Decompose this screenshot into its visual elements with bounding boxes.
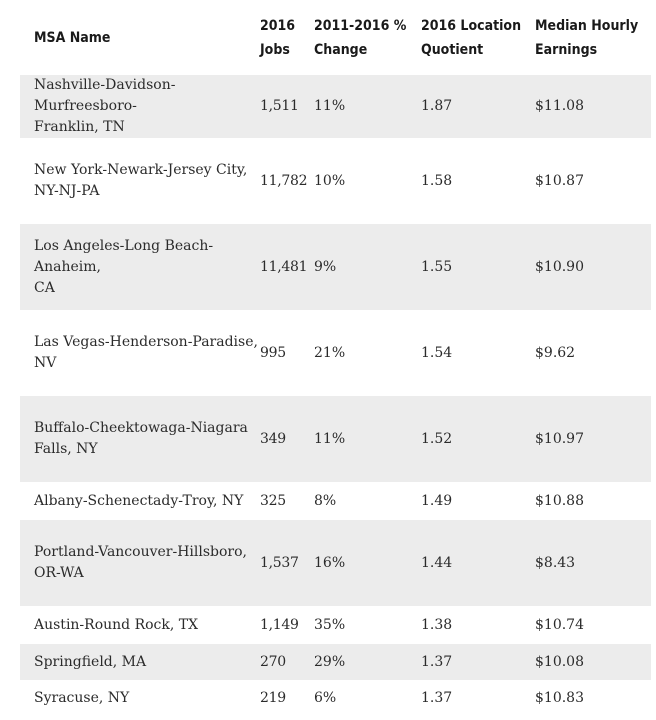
cell-msa-name: Springfield, MA (34, 653, 147, 670)
table-row: Albany-Schenectady-Troy, NY 325 8% 1.49 $10.… (20, 482, 651, 520)
table-row: Nashville-Davidson-Murfreesboro- Franklin… (20, 75, 651, 138)
cell-location-quotient: 1.55 (421, 258, 453, 275)
cell-median-earnings: $8.43 (535, 554, 576, 571)
cell-median-earnings: $10.88 (535, 492, 584, 509)
cell-jobs: 1,149 (260, 616, 299, 633)
cell-jobs: 325 (260, 492, 286, 509)
cell-msa-name: Buffalo-Cheektowaga-Niagara Falls, NY (34, 420, 248, 457)
table-row: Syracuse, NY 219 6% 1.37 $10.83 (20, 680, 651, 716)
cell-jobs: 995 (260, 344, 286, 361)
cell-median-earnings: $10.83 (535, 689, 584, 706)
cell-percent-change: 11% (314, 430, 346, 447)
cell-percent-change: 9% (314, 258, 337, 275)
cell-jobs: 1,537 (260, 554, 299, 571)
table-row: Los Angeles-Long Beach-Anaheim, CA 11,481 9… (20, 224, 651, 310)
cell-msa-name: Portland-Vancouver-Hillsboro, OR-WA (34, 544, 247, 581)
table-row: Buffalo-Cheektowaga-Niagara Falls, NY 349 1… (20, 396, 651, 482)
header-msa-name: MSA Name (34, 29, 111, 46)
cell-jobs: 270 (260, 653, 286, 670)
table-row: Las Vegas-Henderson-Paradise, NV 995 21% 1.5… (20, 310, 651, 396)
cell-location-quotient: 1.37 (421, 689, 453, 706)
table-row: Springfield, MA 270 29% 1.37 $10.08 (20, 644, 651, 680)
table-row: New York-Newark-Jersey City, NY-NJ-PA 11,7… (20, 138, 651, 224)
header-location-quotient: 2016 Location Quotient (421, 17, 522, 58)
header-median-hourly-earnings: Median Hourly Earnings (535, 17, 639, 58)
cell-percent-change: 21% (314, 344, 346, 361)
cell-msa-name: Nashville-Davidson-Murfreesboro- Franklin… (34, 77, 176, 135)
cell-location-quotient: 1.37 (421, 653, 453, 670)
cell-location-quotient: 1.38 (421, 616, 453, 633)
cell-percent-change: 10% (314, 172, 346, 189)
cell-percent-change: 35% (314, 616, 346, 633)
cell-median-earnings: $9.62 (535, 344, 576, 361)
table-body: Nashville-Davidson-Murfreesboro- Franklin… (20, 75, 651, 716)
cell-median-earnings: $10.08 (535, 653, 584, 670)
cell-median-earnings: $11.08 (535, 98, 584, 114)
cell-median-earnings: $10.90 (535, 258, 584, 275)
header-2016-jobs: 2016 Jobs (260, 17, 296, 58)
msa-data-table: MSA Name 2016 Jobs 2011-2016 % Change 20… (20, 0, 651, 716)
cell-msa-name: New York-Newark-Jersey City, NY-NJ-PA (34, 162, 248, 199)
cell-percent-change: 29% (314, 653, 346, 670)
cell-percent-change: 6% (314, 689, 337, 706)
table-row: Austin-Round Rock, TX 1,149 35% 1.38 $10.74 (20, 606, 651, 644)
cell-median-earnings: $10.97 (535, 430, 584, 447)
table-row: Portland-Vancouver-Hillsboro, OR-WA 1,537 1… (20, 520, 651, 606)
cell-msa-name: Las Vegas-Henderson-Paradise, NV (34, 334, 258, 371)
cell-msa-name: Los Angeles-Long Beach-Anaheim, CA (34, 237, 214, 296)
cell-jobs: 11,481 (260, 258, 308, 275)
cell-location-quotient: 1.44 (421, 554, 453, 571)
cell-percent-change: 16% (314, 554, 346, 571)
cell-median-earnings: $10.87 (535, 172, 584, 189)
cell-location-quotient: 1.49 (421, 492, 453, 509)
cell-percent-change: 11% (314, 98, 346, 114)
table-header-row: MSA Name 2016 Jobs 2011-2016 % Change 20… (20, 0, 651, 75)
cell-msa-name: Albany-Schenectady-Troy, NY (34, 492, 244, 509)
cell-location-quotient: 1.54 (421, 344, 453, 361)
cell-location-quotient: 1.52 (421, 430, 453, 447)
cell-location-quotient: 1.87 (421, 98, 453, 114)
cell-jobs: 219 (260, 689, 286, 706)
cell-location-quotient: 1.58 (421, 172, 453, 189)
cell-jobs: 11,782 (260, 172, 308, 189)
header-percent-change: 2011-2016 % Change (314, 17, 407, 58)
cell-jobs: 349 (260, 430, 286, 447)
cell-msa-name: Syracuse, NY (34, 689, 130, 706)
cell-msa-name: Austin-Round Rock, TX (34, 616, 199, 633)
cell-median-earnings: $10.74 (535, 616, 584, 633)
cell-percent-change: 8% (314, 492, 337, 509)
cell-jobs: 1,511 (260, 98, 299, 114)
